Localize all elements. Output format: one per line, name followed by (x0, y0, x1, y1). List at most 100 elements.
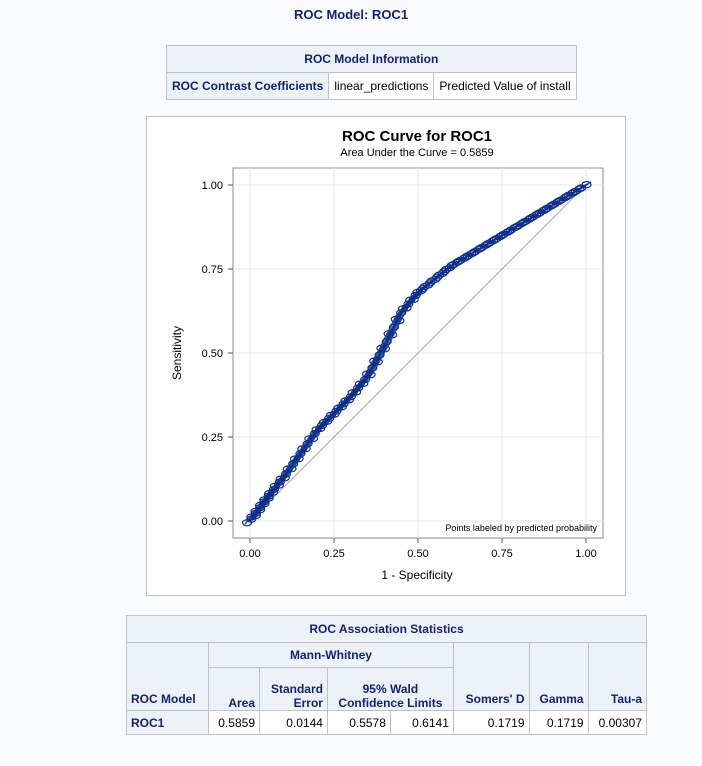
roc-point (304, 435, 315, 443)
roc-point (369, 357, 380, 365)
x-tick-label: 0.50 (407, 548, 428, 560)
roc-point (367, 364, 378, 372)
roc-point (419, 283, 430, 291)
roc-point (441, 265, 452, 273)
col-tau-a: Tau-a (587, 642, 648, 711)
contrast-variable: linear_predictions (328, 72, 435, 100)
col-area: Area (208, 667, 260, 711)
roc-point (381, 337, 392, 346)
cell-lower-limit: 0.5578 (326, 710, 391, 735)
col-standard-error: Standard Error (259, 667, 328, 711)
roc-point (412, 288, 423, 296)
info-table-title: ROC Model Information (166, 45, 577, 73)
y-tick-label: 0.00 (202, 516, 223, 528)
contrast-description: Predicted Value of install (433, 72, 577, 100)
roc-point (403, 300, 414, 308)
roc-point (538, 206, 549, 215)
roc-point (516, 219, 527, 228)
mann-whitney-group: Mann-Whitney (208, 642, 454, 668)
roc-point (574, 185, 585, 193)
roc-point (396, 309, 407, 317)
col-confidence-limits: 95% Wald Confidence Limits (326, 667, 454, 711)
roc-point (263, 489, 275, 498)
roc-point (325, 411, 337, 419)
x-axis-label: 1 - Specificity (381, 568, 452, 582)
col-roc-model: ROC Model (125, 642, 210, 711)
roc-plot-frame: ROC Curve for ROC1 Area Under the Curve … (146, 116, 626, 596)
roc-point (376, 344, 387, 352)
x-tick-label: 0.25 (323, 548, 344, 560)
cell-upper-limit: 0.6141 (389, 710, 454, 735)
y-tick-label: 0.75 (202, 264, 223, 276)
roc-point (559, 193, 571, 202)
assoc-table-title: ROC Association Statistics (126, 615, 647, 643)
roc-point (280, 470, 292, 478)
y-tick-label: 1.00 (202, 180, 223, 192)
roc-point (309, 430, 320, 438)
roc-point (451, 258, 463, 266)
roc-point (289, 455, 301, 463)
roc-point (307, 435, 319, 443)
reference-diagonal (249, 184, 587, 522)
roc-point (502, 228, 513, 236)
roc-point (487, 237, 499, 245)
roc-model-information-table: ROC Model Information ROC Contrast Coeff… (165, 45, 577, 100)
x-tick-label: 1.00 (575, 548, 596, 560)
roc-point (495, 232, 506, 241)
roc-point (473, 245, 484, 253)
roc-point (390, 315, 401, 323)
col-gamma: Gamma (528, 642, 589, 711)
roc-point (340, 397, 351, 405)
roc-point (459, 254, 470, 262)
roc-point (361, 370, 373, 378)
cell-gamma: 0.1719 (528, 710, 589, 735)
roc-point (397, 305, 409, 313)
roc-point (345, 393, 356, 401)
roc-point (581, 180, 592, 189)
roc-point (347, 389, 358, 397)
roc-point (426, 277, 437, 285)
roc-point (300, 445, 311, 453)
roc-point (295, 450, 306, 458)
roc-point (268, 485, 280, 493)
roc-point (388, 323, 400, 331)
page-title: ROC Model: ROC1 (293, 7, 409, 22)
roc-point (433, 271, 445, 279)
col-somers-d: Somers' D (452, 642, 530, 711)
roc-point (275, 475, 286, 483)
x-tick-label: 0.75 (491, 548, 512, 560)
roc-point (552, 198, 563, 206)
roc-point (383, 330, 394, 338)
roc-point (523, 215, 535, 223)
roc-point (374, 351, 385, 359)
roc-point (274, 478, 285, 486)
roc-curve-chart: ROC Curve for ROC1 Area Under the Curve … (170, 128, 604, 582)
roc-point (509, 224, 520, 232)
y-axis-label: Sensitivity (170, 326, 184, 380)
roc-point (567, 189, 578, 197)
roc-point (311, 426, 322, 434)
roc-point (405, 296, 416, 304)
roc-point (466, 250, 477, 258)
roc-point (293, 455, 304, 463)
x-tick-label: 0.00 (239, 548, 260, 560)
roc-point (545, 202, 556, 210)
roc-point (333, 404, 344, 412)
roc-point (297, 445, 308, 453)
row-model-name: ROC1 (125, 710, 210, 735)
y-tick-label: 0.25 (202, 432, 223, 444)
roc-point (352, 384, 364, 392)
cell-area: 0.5859 (208, 710, 260, 735)
roc-association-statistics-table: ROC Association Statistics ROC Model Man… (125, 615, 648, 735)
chart-subtitle: Area Under the Curve = 0.5859 (340, 147, 493, 159)
cell-tau-a: 0.00307 (587, 710, 648, 735)
cell-somers-d: 0.1719 (452, 710, 530, 735)
roc-point (354, 380, 365, 388)
points-annotation: Points labeled by predicted probability (445, 523, 597, 533)
roc-point (286, 465, 297, 473)
roc-point (282, 465, 293, 473)
chart-title: ROC Curve for ROC1 (342, 128, 492, 145)
roc-point (480, 241, 491, 249)
cell-standard-error: 0.0144 (259, 710, 328, 735)
contrast-coefficients-label: ROC Contrast Coefficients (165, 72, 330, 100)
